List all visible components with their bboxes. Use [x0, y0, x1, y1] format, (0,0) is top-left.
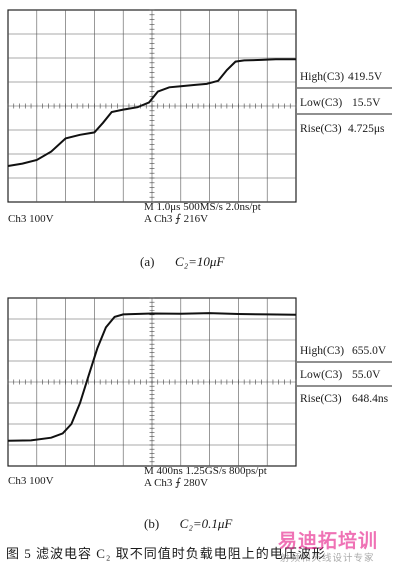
scope-panel-a: High(C3) 419.5V Low(C3) 15.5V Rise(C3) 4… — [7, 9, 392, 225]
meas-rise-label-b: Rise(C3) — [300, 393, 342, 405]
meas-rise-label-a: Rise(C3) — [300, 123, 342, 135]
panel-caption-a: (a) C₂=10μF — [140, 254, 224, 270]
meas-low-label-b: Low(C3) — [300, 369, 342, 381]
meas-high-label-b: High(C3) — [300, 345, 344, 357]
meas-high-label-a: High(C3) — [300, 71, 344, 83]
figure-caption: 图 5 滤波电容 C₂ 取不同值时负载电阻上的电压波形 — [6, 546, 326, 561]
channel-scale-a: Ch3 100V — [8, 213, 54, 225]
trigger-b: A Ch3 ⨍ 280V — [144, 477, 208, 489]
meas-rise-value-a: 4.725μs — [348, 123, 385, 135]
watermark-sub-text: 射频和天线设计专家 — [280, 553, 375, 564]
grid-a — [7, 9, 297, 203]
panel-caption-b: (b) C₂=0.1μF — [144, 516, 232, 532]
trigger-a: A Ch3 ⨍ 216V — [144, 213, 208, 225]
measurement-panel-b: High(C3) 655.0V Low(C3) 55.0V Rise(C3) 6… — [297, 345, 392, 405]
waveform-trace-b — [7, 312, 297, 442]
timebase-a: M 1.0μs 500MS/s 2.0ns/pt — [144, 201, 261, 213]
measurement-panel-a: High(C3) 419.5V Low(C3) 15.5V Rise(C3) 4… — [297, 71, 392, 135]
meas-high-value-b: 655.0V — [352, 345, 387, 357]
grid-b — [7, 297, 297, 467]
watermark-logo: 易迪拓培训 射频和天线设计专家 — [274, 526, 394, 564]
panel-label-a: (a) — [140, 254, 155, 269]
meas-low-label-a: Low(C3) — [300, 97, 342, 109]
panel-label-b: (b) — [144, 516, 160, 531]
channel-scale-b: Ch3 100V — [8, 475, 54, 487]
watermark-main-text: 易迪拓培训 — [278, 530, 379, 552]
meas-rise-value-b: 648.4ns — [352, 393, 389, 405]
meas-low-value-a: 15.5V — [352, 97, 381, 109]
meas-low-value-b: 55.0V — [352, 369, 381, 381]
timebase-b: M 400ns 1.25GS/s 800ps/pt — [144, 465, 267, 477]
scope-panel-b: High(C3) 655.0V Low(C3) 55.0V Rise(C3) 6… — [7, 297, 392, 489]
panel-param-a: C₂=10μF — [174, 254, 225, 269]
waveform-trace-a — [7, 58, 296, 167]
meas-high-value-a: 419.5V — [348, 71, 383, 83]
panel-param-b: C₂=0.1μF — [179, 516, 233, 531]
